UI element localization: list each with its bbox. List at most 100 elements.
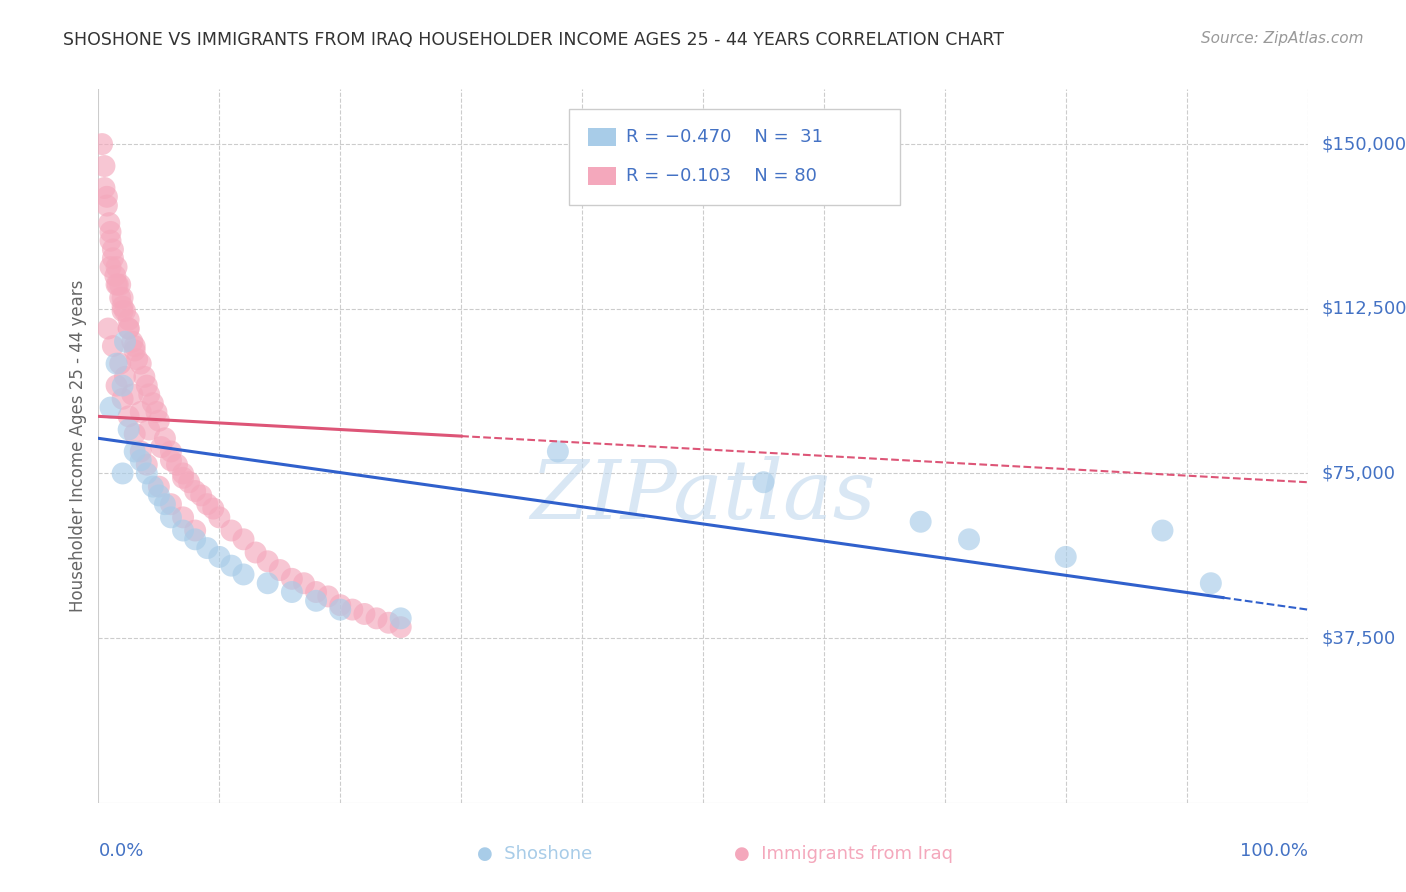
Text: ZIPatlas: ZIPatlas [530, 456, 876, 536]
Point [389, 611, 412, 625]
Text: $150,000: $150,000 [1322, 135, 1406, 153]
Point [111, 300, 134, 314]
Point [107, 277, 129, 292]
Point [118, 409, 141, 424]
Text: R = −0.470    N =  31: R = −0.470 N = 31 [626, 128, 823, 146]
Point [111, 392, 134, 406]
Text: ●  Shoshone: ● Shoshone [477, 846, 592, 863]
Text: 100.0%: 100.0% [1240, 842, 1308, 860]
Point [111, 304, 134, 318]
Point [353, 607, 375, 621]
Point [172, 467, 194, 481]
Point [195, 497, 218, 511]
Point [184, 533, 207, 547]
Point [221, 524, 243, 538]
Point [100, 225, 122, 239]
Point [108, 291, 131, 305]
Point [114, 334, 136, 349]
Point [97, 321, 120, 335]
Text: $37,500: $37,500 [1322, 629, 1396, 647]
Point [105, 260, 128, 274]
Point [101, 243, 124, 257]
Point [232, 533, 254, 547]
Point [281, 585, 304, 599]
Point [269, 563, 291, 577]
Point [93, 181, 115, 195]
Point [305, 594, 328, 608]
Point [184, 483, 207, 498]
Point [111, 291, 134, 305]
Point [101, 339, 124, 353]
Point [366, 611, 388, 625]
Text: R = −0.103    N = 80: R = −0.103 N = 80 [626, 167, 817, 185]
Point [118, 321, 141, 335]
Point [118, 321, 141, 335]
Point [172, 471, 194, 485]
Point [142, 396, 165, 410]
Text: SHOSHONE VS IMMIGRANTS FROM IRAQ HOUSEHOLDER INCOME AGES 25 - 44 YEARS CORRELATI: SHOSHONE VS IMMIGRANTS FROM IRAQ HOUSEHO… [63, 31, 1004, 49]
Point [129, 405, 152, 419]
Point [135, 378, 157, 392]
Point [256, 576, 278, 591]
Point [129, 453, 152, 467]
Text: $75,000: $75,000 [1322, 465, 1396, 483]
Point [111, 378, 134, 392]
Point [166, 458, 188, 472]
Point [232, 567, 254, 582]
Point [1054, 549, 1077, 564]
Point [221, 558, 243, 573]
Point [124, 426, 146, 441]
Point [195, 541, 218, 555]
Point [114, 304, 136, 318]
Point [100, 401, 122, 415]
Y-axis label: Householder Income Ages 25 - 44 years: Householder Income Ages 25 - 44 years [69, 280, 87, 612]
Point [91, 137, 114, 152]
Point [153, 431, 176, 445]
Point [208, 549, 231, 564]
Point [124, 444, 146, 458]
Point [118, 423, 141, 437]
Point [135, 458, 157, 472]
Point [142, 480, 165, 494]
Point [93, 159, 115, 173]
Point [547, 444, 569, 458]
Point [172, 524, 194, 538]
Point [124, 343, 146, 358]
Point [190, 488, 212, 502]
Point [752, 475, 775, 490]
Point [305, 585, 328, 599]
Point [121, 334, 143, 349]
Point [138, 423, 160, 437]
Point [292, 576, 315, 591]
Point [105, 378, 128, 392]
Point [172, 510, 194, 524]
Point [1152, 524, 1174, 538]
Point [389, 620, 412, 634]
Point [1199, 576, 1222, 591]
Point [208, 510, 231, 524]
Point [98, 216, 121, 230]
Text: ●  Immigrants from Iraq: ● Immigrants from Iraq [734, 846, 953, 863]
Point [177, 475, 201, 490]
Point [377, 615, 399, 630]
Point [329, 598, 352, 612]
Point [121, 387, 143, 401]
Point [129, 444, 152, 458]
Point [124, 339, 146, 353]
Point [957, 533, 980, 547]
Point [138, 387, 160, 401]
Point [148, 488, 170, 502]
Point [129, 357, 152, 371]
Point [160, 453, 183, 467]
Point [96, 198, 118, 212]
Point [111, 467, 134, 481]
Text: Source: ZipAtlas.com: Source: ZipAtlas.com [1201, 31, 1364, 46]
Point [316, 590, 339, 604]
Point [281, 572, 304, 586]
Point [148, 480, 170, 494]
Point [329, 602, 352, 616]
Text: 0.0%: 0.0% [98, 842, 143, 860]
Point [150, 440, 173, 454]
Point [160, 497, 183, 511]
Point [256, 554, 278, 568]
